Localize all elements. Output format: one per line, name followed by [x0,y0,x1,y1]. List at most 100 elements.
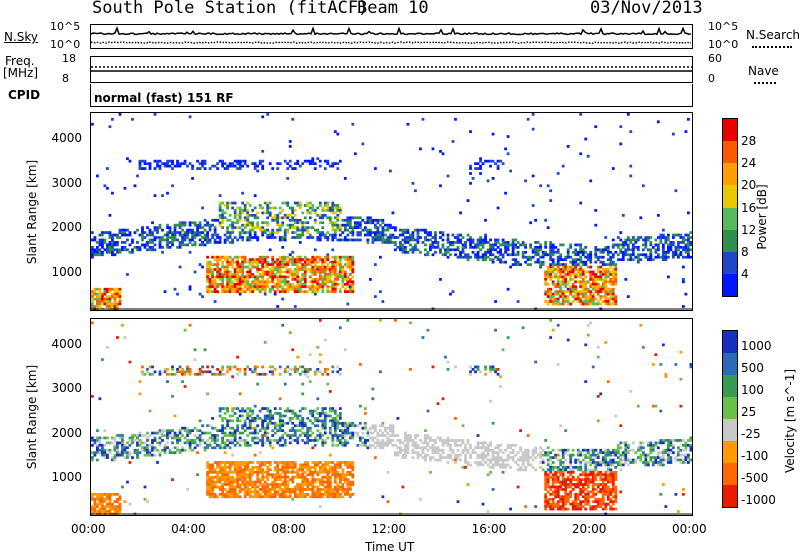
echo-cell [401,245,405,249]
echo-cell [323,424,327,428]
echo-cell [238,478,242,481]
echo-cell [281,436,285,440]
echo-cell [293,368,297,371]
echo-cell [311,258,315,262]
echo-cell [546,275,550,279]
echo-cell [318,353,322,357]
echo-cell [419,250,422,254]
echo-cell [346,488,350,491]
echo-cell [614,300,618,303]
echo-cell [316,463,320,467]
echo-cell [241,275,245,279]
echo-cell [346,463,350,467]
echo-cell [261,273,265,276]
echo-cell [268,270,272,274]
echo-cell [409,248,412,252]
echo-cell [596,268,600,271]
echo-cell [336,495,340,499]
echo-cell [233,480,237,484]
echo-cell [178,436,182,440]
echo-cell [228,213,232,217]
echo-cell [664,238,668,242]
echo-cell [341,436,345,440]
echo-cell [226,277,230,281]
echo-cell [266,280,270,284]
echo-cell [348,480,352,484]
echo-cell [228,263,232,266]
echo-cell [611,255,615,259]
echo-cell [348,461,352,464]
echo-cell [326,238,330,242]
echo-cell [626,245,630,249]
echo-cell [91,507,94,511]
echo-cell [328,461,332,464]
echo-cell [679,236,683,239]
echo-cell [261,263,265,266]
echo-cell [544,290,548,294]
echo-cell [221,260,225,264]
echo-cell [566,253,570,257]
echo-cell [581,268,585,271]
echo-cell [151,441,154,445]
echo-cell [318,164,322,168]
echo-cell [228,201,232,205]
echo-cell [276,218,280,222]
echo-cell [671,253,675,257]
echo-cell [268,233,272,237]
echo-cell [273,488,277,491]
echo-cell [333,223,337,227]
echo-cell [429,243,432,247]
echo-cell [226,470,230,474]
echo-cell [666,275,670,279]
echo-cell [404,446,407,450]
echo-cell [161,162,164,166]
echo-cell [251,260,255,264]
echo-cell [278,414,282,418]
echo-cell [233,461,237,464]
echo-cell [216,275,220,279]
echo-cell [321,258,325,262]
echo-cell [253,226,257,230]
echo-cell [208,260,212,264]
echo-cell [469,236,472,239]
echo-cell [414,436,417,440]
echo-cell [106,295,109,298]
echo-cell [238,392,242,396]
echo-cell [321,475,325,479]
echo-cell [424,231,427,234]
echo-cell [499,375,502,379]
echo-cell [514,245,517,249]
echo-cell [128,360,132,364]
echo-cell [611,292,615,296]
echo-cell [256,223,260,227]
echo-cell [126,441,129,445]
echo-cell [208,431,212,435]
echo-cell [606,292,610,296]
echo-cell [576,280,580,284]
colorbar-cell [723,207,737,230]
echo-cell [551,300,555,303]
echo-cell [206,443,209,447]
echo-cell [326,258,330,262]
echo-cell [346,275,350,279]
echo-cell [346,485,350,489]
echo-cell [331,280,335,284]
echo-cell [208,480,212,484]
echo-cell [551,253,555,257]
echo-cell [584,282,588,286]
echo-cell [213,439,217,442]
echo-cell [261,483,265,486]
echo-cell [386,223,390,227]
echo-cell [266,414,270,418]
echo-cell [118,302,122,306]
echo-cell [321,483,325,486]
echo-cell [228,273,232,276]
echo-cell [231,221,235,225]
echo-cell [689,241,693,244]
echo-cell [331,209,335,212]
echo-cell [481,243,485,247]
echo-cell [268,287,272,291]
echo-cell [313,221,317,225]
echo-cell [684,292,688,296]
echo-cell [348,463,352,467]
